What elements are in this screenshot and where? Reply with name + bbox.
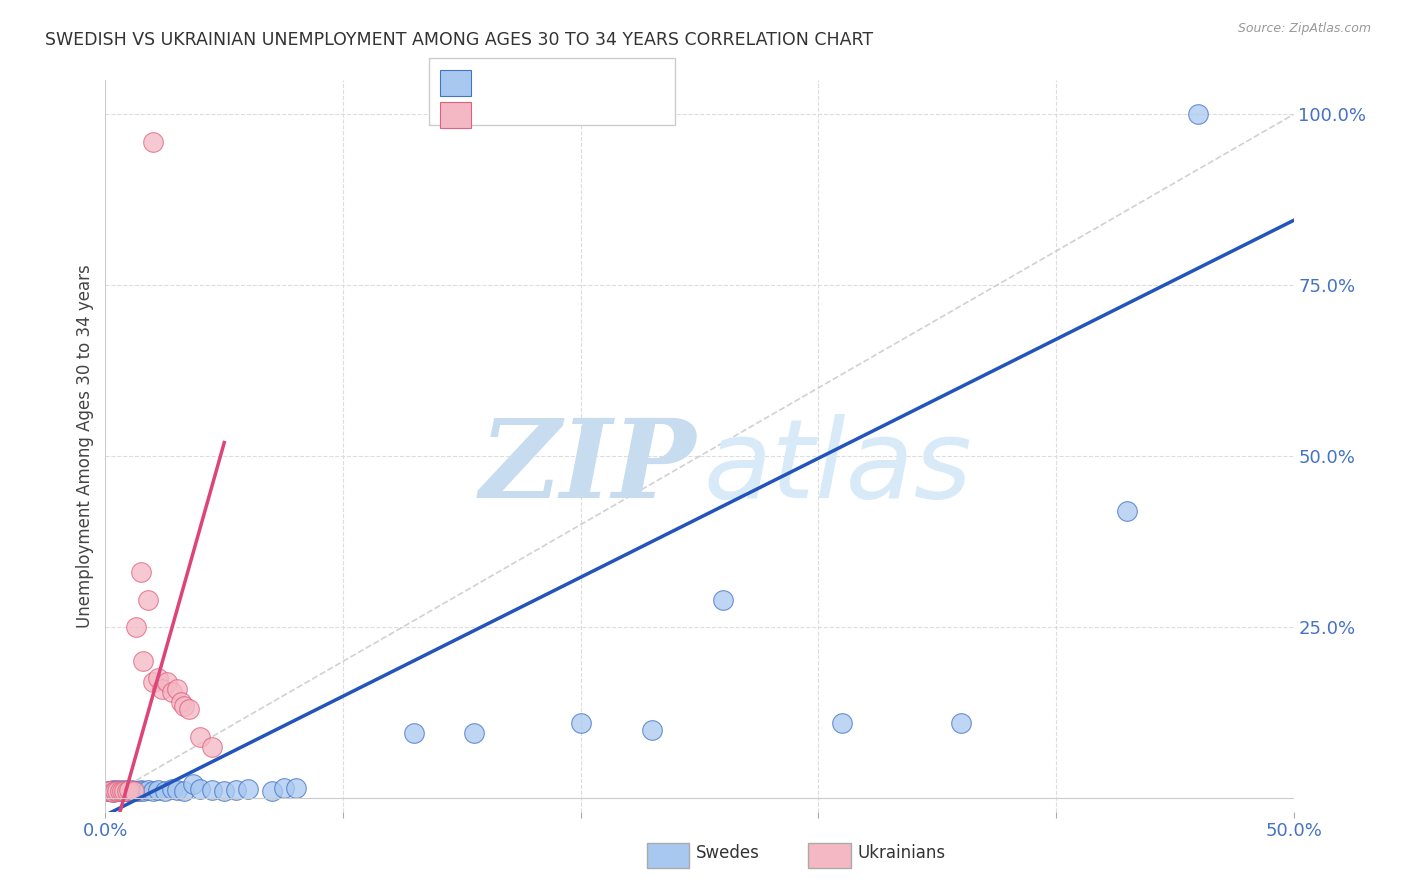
Point	[111, 782, 134, 797]
Point	[98, 784, 121, 798]
Point	[160, 685, 183, 699]
Point	[404, 726, 426, 740]
Point	[132, 654, 155, 668]
Point	[121, 784, 143, 798]
Point	[831, 715, 853, 730]
Point	[1116, 504, 1139, 518]
Point	[173, 698, 195, 713]
Point	[129, 566, 152, 580]
Point	[97, 784, 120, 798]
Point	[111, 784, 134, 798]
Point	[170, 695, 193, 709]
Point	[463, 726, 485, 740]
Point	[236, 782, 259, 797]
Point	[166, 782, 188, 797]
Point	[166, 681, 188, 696]
Point	[569, 715, 592, 730]
Text: Source: ZipAtlas.com: Source: ZipAtlas.com	[1237, 22, 1371, 36]
Point	[111, 784, 134, 798]
Text: N =: N =	[565, 73, 617, 91]
Point	[142, 674, 165, 689]
Point	[173, 784, 195, 798]
Point	[118, 783, 141, 797]
Point	[190, 730, 212, 744]
Point	[114, 783, 136, 797]
Point	[115, 784, 138, 798]
Text: 0.671: 0.671	[516, 73, 578, 92]
Point	[949, 715, 972, 730]
Text: 27: 27	[612, 105, 638, 124]
Point	[101, 782, 124, 797]
Point	[118, 784, 141, 798]
Point	[160, 782, 183, 797]
Point	[177, 702, 200, 716]
Text: Ukrainians: Ukrainians	[858, 844, 946, 862]
Point	[98, 784, 121, 798]
Point	[152, 681, 174, 696]
Y-axis label: Unemployment Among Ages 30 to 34 years: Unemployment Among Ages 30 to 34 years	[76, 264, 94, 628]
Point	[284, 780, 307, 795]
Point	[142, 784, 165, 798]
Point	[108, 783, 131, 797]
Text: R =: R =	[479, 105, 519, 123]
Point	[225, 782, 247, 797]
Point	[128, 784, 150, 798]
Text: ZIP: ZIP	[479, 414, 696, 522]
Point	[105, 784, 128, 798]
Point	[132, 783, 155, 797]
Point	[711, 592, 734, 607]
Text: Swedes: Swedes	[696, 844, 759, 862]
Point	[115, 782, 138, 797]
Point	[97, 784, 120, 798]
Point	[108, 784, 131, 798]
Point	[122, 784, 145, 798]
Point	[101, 785, 124, 799]
Text: N =: N =	[565, 105, 617, 123]
Point	[125, 620, 148, 634]
Text: SWEDISH VS UKRAINIAN UNEMPLOYMENT AMONG AGES 30 TO 34 YEARS CORRELATION CHART: SWEDISH VS UKRAINIAN UNEMPLOYMENT AMONG …	[45, 31, 873, 49]
Point	[260, 783, 283, 797]
Point	[201, 782, 224, 797]
Point	[114, 784, 136, 798]
Point	[129, 782, 152, 797]
Point	[114, 784, 136, 798]
Point	[273, 780, 295, 795]
Point	[104, 784, 127, 798]
Point	[146, 782, 169, 797]
Point	[115, 783, 138, 797]
Point	[108, 783, 131, 797]
Point	[142, 135, 165, 149]
Point	[122, 784, 145, 798]
Point	[105, 784, 128, 798]
Point	[156, 674, 179, 689]
Text: 50: 50	[612, 73, 638, 92]
Point	[1187, 107, 1209, 121]
Point	[183, 777, 205, 791]
Point	[641, 723, 664, 737]
Text: atlas: atlas	[703, 415, 972, 522]
Text: R =: R =	[479, 73, 519, 91]
Point	[201, 739, 224, 754]
Point	[104, 784, 127, 798]
Point	[121, 782, 143, 797]
Point	[190, 782, 212, 797]
Point	[105, 782, 128, 797]
Text: 0.665: 0.665	[516, 105, 578, 124]
Point	[118, 782, 141, 797]
Point	[136, 782, 159, 797]
Point	[125, 783, 148, 797]
Point	[214, 784, 236, 798]
Point	[153, 784, 176, 798]
Point	[146, 672, 169, 686]
Point	[101, 785, 124, 799]
Point	[136, 592, 159, 607]
Point	[104, 783, 127, 797]
